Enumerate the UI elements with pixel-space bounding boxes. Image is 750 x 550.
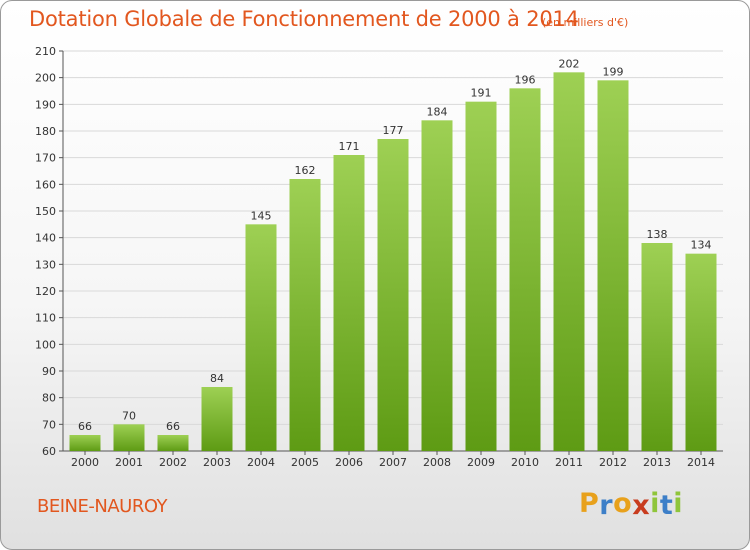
bar <box>333 155 365 451</box>
x-tick-label: 2008 <box>423 456 451 469</box>
bar <box>377 139 409 451</box>
bar <box>245 224 277 451</box>
bar <box>421 120 453 451</box>
bar-layer: 66 70 66 84 145 162 171 177 184 191 196 202 199 138 13… <box>69 57 717 452</box>
x-tick-label: 2010 <box>511 456 539 469</box>
bar <box>157 435 189 451</box>
x-tick-label: 2005 <box>291 456 319 469</box>
y-tick-label: 120 <box>35 285 56 298</box>
y-tick-label: 150 <box>35 205 56 218</box>
bar <box>509 88 541 451</box>
logo-letter: i <box>650 488 660 519</box>
y-tick-label: 210 <box>35 45 56 58</box>
y-tick-label: 160 <box>35 178 56 191</box>
bar <box>289 179 321 451</box>
bar <box>201 387 233 451</box>
bar-value-label: 184 <box>427 105 448 118</box>
bar-value-label: 177 <box>383 124 404 137</box>
logo-letter: r <box>599 490 614 521</box>
bar-value-label: 84 <box>210 372 224 385</box>
x-tick-label: 2001 <box>115 456 143 469</box>
x-tick-label: 2007 <box>379 456 407 469</box>
bar-value-label: 138 <box>647 228 668 241</box>
x-tick-label: 2004 <box>247 456 275 469</box>
proxiti-logo: Proxiti <box>579 488 684 521</box>
x-tick-label: 2009 <box>467 456 495 469</box>
bar-value-label: 191 <box>471 87 492 100</box>
x-tick-label: 2002 <box>159 456 187 469</box>
bar <box>597 80 629 451</box>
logo-letter: x <box>632 490 651 521</box>
bar-value-label: 162 <box>295 164 316 177</box>
y-tick-label: 140 <box>35 232 56 245</box>
commune-name: BEINE-NAUROY <box>37 496 168 517</box>
bar <box>69 435 101 451</box>
x-tick-label: 2000 <box>71 456 99 469</box>
y-tick-label: 60 <box>42 445 56 458</box>
y-tick-label: 200 <box>35 72 56 85</box>
x-tick-label: 2003 <box>203 456 231 469</box>
bar-value-label: 134 <box>691 239 712 252</box>
y-tick-label: 110 <box>35 312 56 325</box>
y-tick-label: 180 <box>35 125 56 138</box>
logo-letter: i <box>673 488 684 519</box>
y-tick-label: 100 <box>35 338 56 351</box>
y-tick-label: 170 <box>35 152 56 165</box>
x-tick-label: 2014 <box>687 456 715 469</box>
bar <box>113 424 145 451</box>
y-tick-label: 70 <box>42 418 56 431</box>
y-tick-label: 80 <box>42 392 56 405</box>
logo-letter: o <box>613 488 633 519</box>
bar-value-label: 145 <box>251 209 272 222</box>
x-tick-label: 2012 <box>599 456 627 469</box>
x-tick-label: 2013 <box>643 456 671 469</box>
bar-value-label: 70 <box>122 409 136 422</box>
x-tick-label: 2011 <box>555 456 583 469</box>
bar <box>641 243 673 451</box>
bar-value-label: 202 <box>559 57 580 70</box>
chart-title: Dotation Globale de Fonctionnement de 20… <box>29 7 579 31</box>
bar <box>553 72 585 451</box>
bar-value-label: 196 <box>515 73 536 86</box>
x-tick-label: 2006 <box>335 456 363 469</box>
y-tick-label: 190 <box>35 98 56 111</box>
unit-note: (en milliers d'€) <box>542 16 629 29</box>
bar-value-label: 66 <box>166 420 180 433</box>
bar <box>685 253 717 451</box>
y-tick-label: 90 <box>42 365 56 378</box>
bar-value-label: 199 <box>603 65 624 78</box>
bar-value-label: 171 <box>339 140 360 153</box>
bar <box>465 101 497 452</box>
logo-letter: t <box>659 490 674 521</box>
bar-value-label: 66 <box>78 420 92 433</box>
logo-letter: P <box>579 488 600 519</box>
y-tick-label: 130 <box>35 258 56 271</box>
